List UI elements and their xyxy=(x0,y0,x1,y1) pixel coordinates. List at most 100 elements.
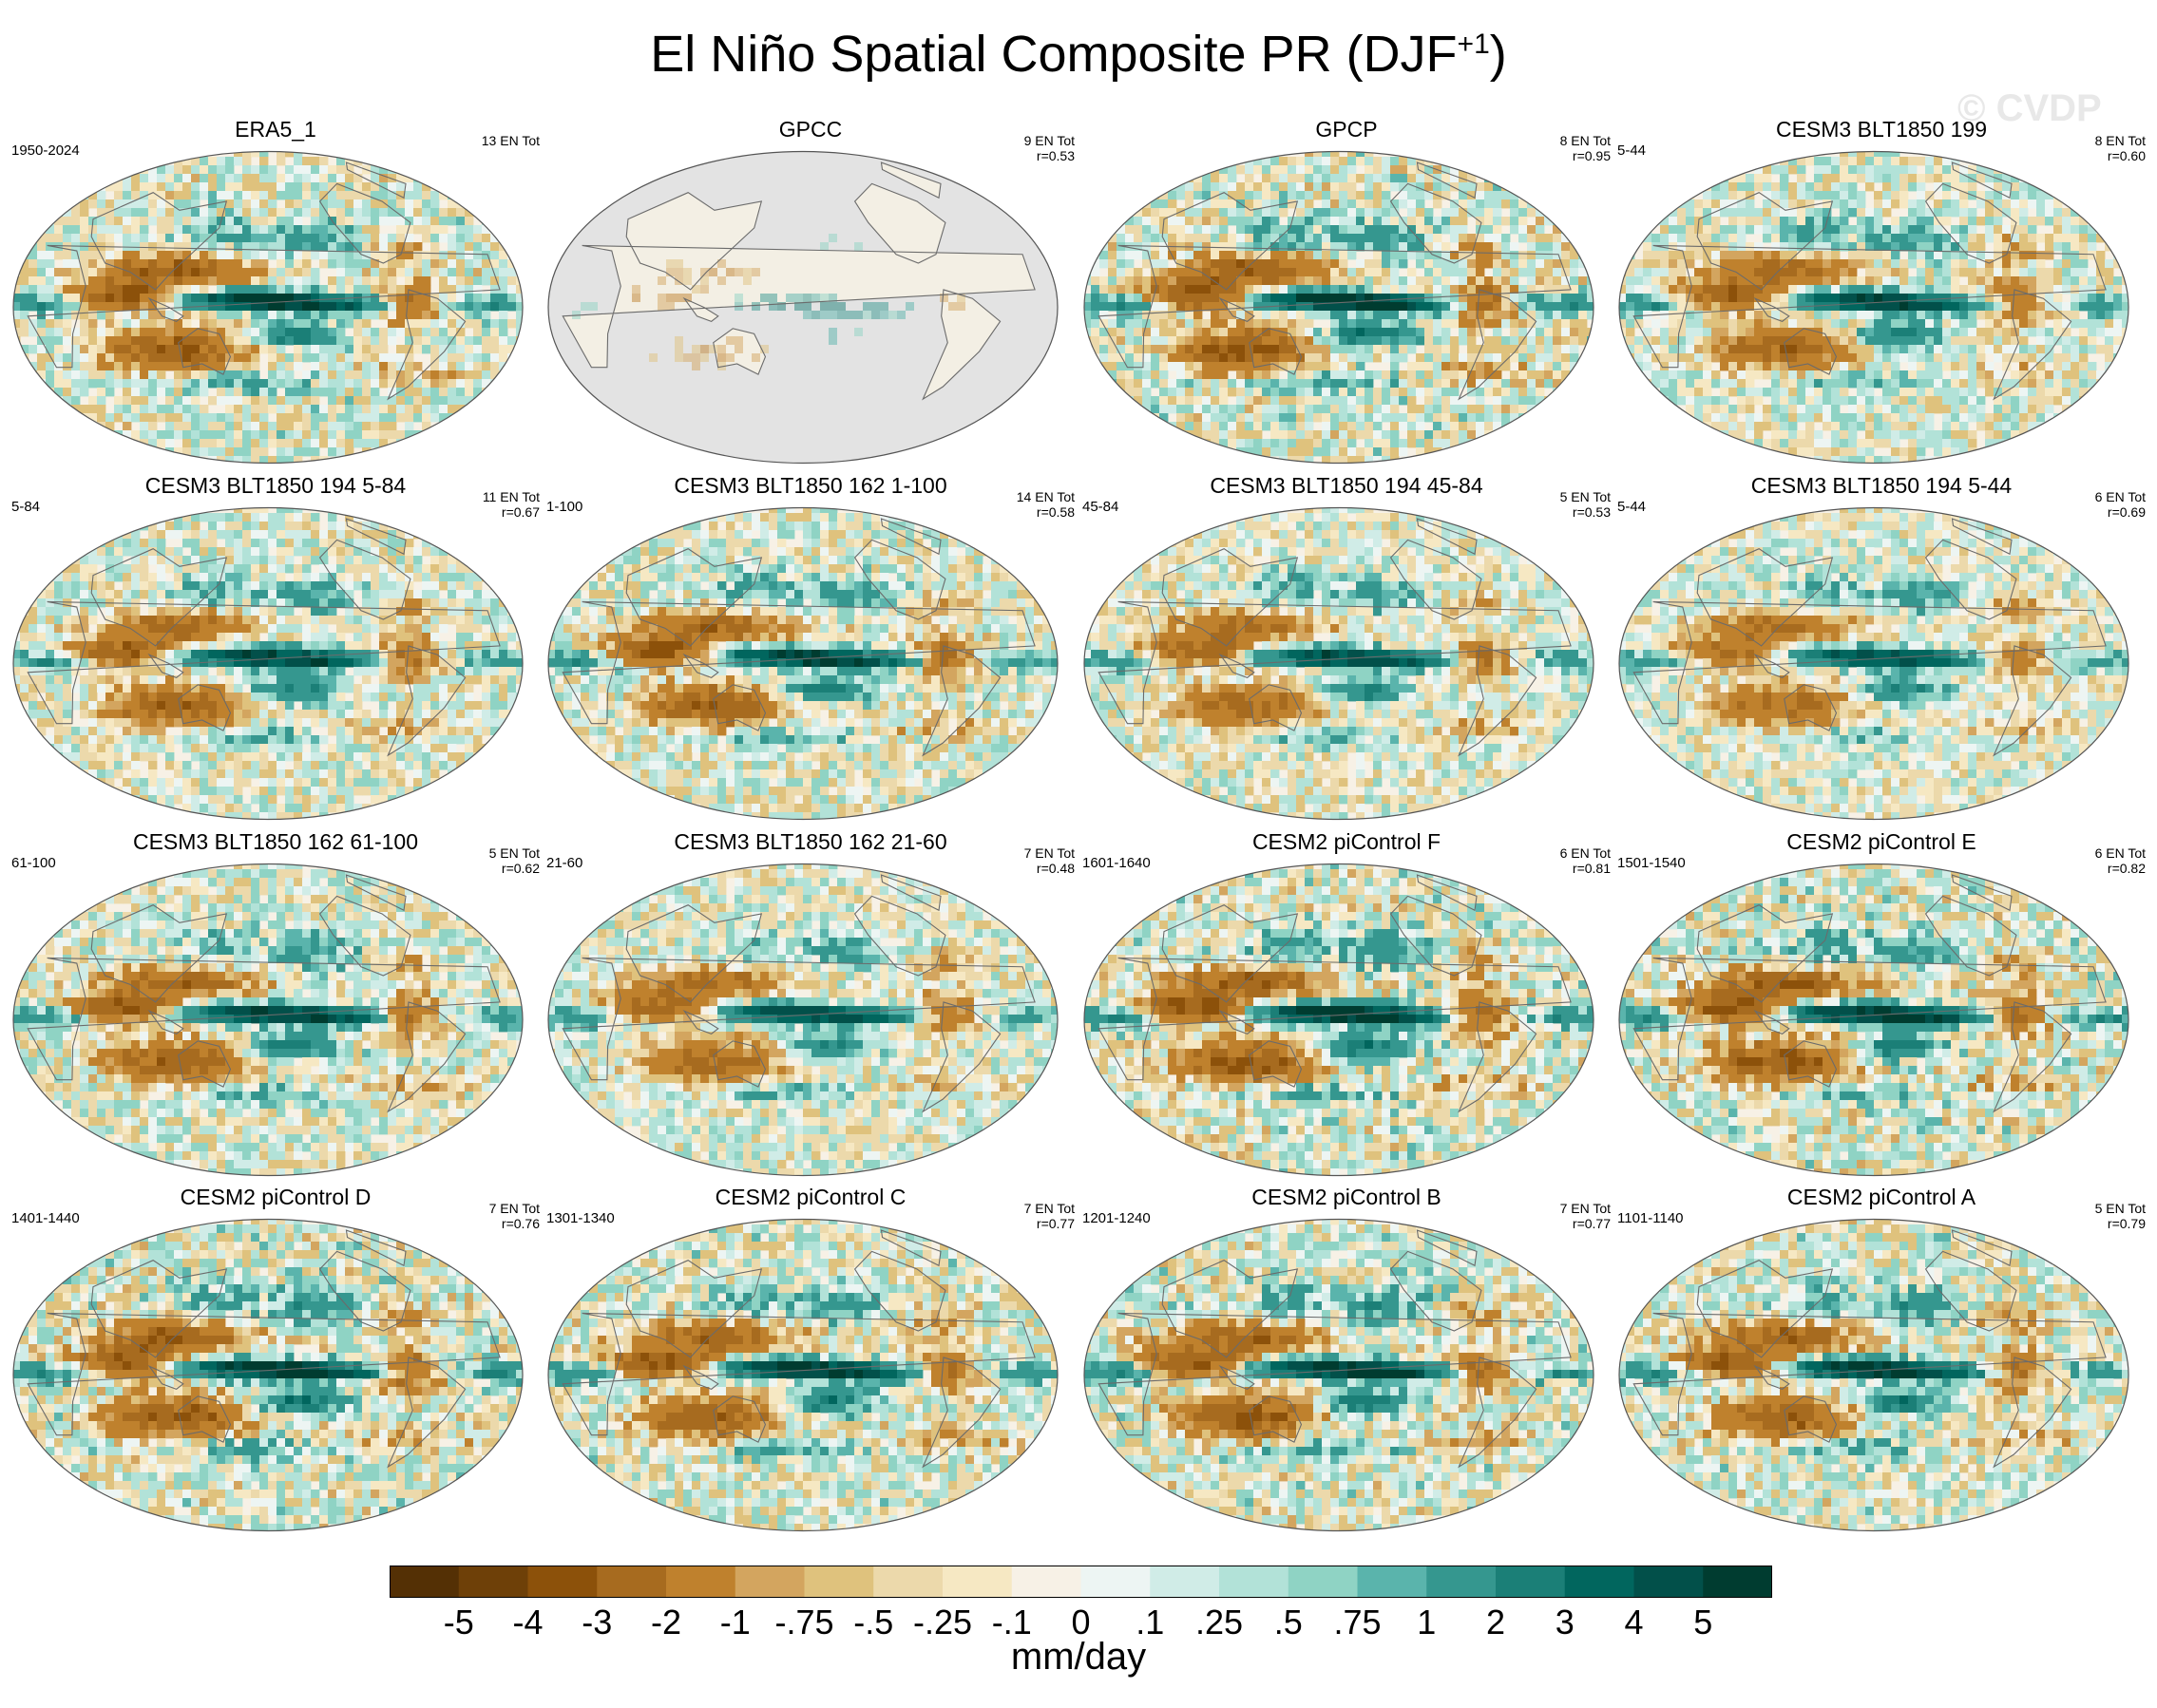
field-cell xyxy=(1942,311,1952,320)
field-cell xyxy=(2053,225,2063,235)
field-cell xyxy=(1788,251,1798,260)
field-cell xyxy=(1780,251,1789,260)
field-cell xyxy=(1134,388,1143,397)
field-cell xyxy=(294,413,303,423)
field-cell xyxy=(353,370,363,380)
field-cell xyxy=(1424,447,1434,457)
field-cell xyxy=(1848,311,1858,320)
field-cell xyxy=(1994,370,2003,380)
field-cell xyxy=(1262,242,1271,252)
field-cell xyxy=(1587,285,1594,294)
field-cell xyxy=(1720,362,1729,371)
field-cell xyxy=(1313,165,1323,175)
field-cell xyxy=(285,388,295,397)
field-cell xyxy=(1797,396,1806,406)
coastline xyxy=(27,244,501,369)
field-cell xyxy=(20,311,29,320)
field-cell xyxy=(268,430,277,440)
field-cell xyxy=(328,259,337,269)
field-cell xyxy=(1185,199,1194,209)
field-cell xyxy=(20,268,29,277)
field-cell xyxy=(473,285,483,294)
field-cell xyxy=(1703,208,1712,218)
field-cell xyxy=(191,191,200,200)
field-cell xyxy=(2019,191,2029,200)
field-cell xyxy=(328,191,337,200)
field-cell xyxy=(1976,294,1986,303)
field-cell xyxy=(490,370,500,380)
field-cell xyxy=(1823,225,1832,235)
field-cell xyxy=(379,336,389,346)
field-cell xyxy=(1570,311,1579,320)
field-cell xyxy=(285,225,295,235)
field-cell xyxy=(1305,439,1314,448)
map-panel: CESM3 BLT1850 199 5-44 8 EN Tot r=0.60 xyxy=(1615,116,2147,467)
field-cell xyxy=(1703,379,1712,389)
field-cell xyxy=(1720,251,1729,260)
field-cell xyxy=(1823,319,1832,329)
field-cell xyxy=(1994,217,2003,226)
field-cell xyxy=(2045,311,2054,320)
field-cell xyxy=(1994,242,2003,252)
field-cell xyxy=(1313,447,1323,457)
field-cell xyxy=(2053,208,2063,218)
field-cell xyxy=(2028,396,2037,406)
field-cell xyxy=(200,430,209,440)
field-cell xyxy=(294,259,303,269)
field-cell xyxy=(97,199,106,209)
field-cell xyxy=(465,217,474,226)
field-cell xyxy=(1168,379,1177,389)
field-cell xyxy=(1322,208,1331,218)
field-cell xyxy=(1390,362,1400,371)
field-cell xyxy=(1951,311,1960,320)
field-cell xyxy=(251,456,260,464)
field-cell xyxy=(1831,370,1841,380)
field-cell xyxy=(362,208,372,218)
field-cell xyxy=(1553,225,1562,235)
field-cell xyxy=(1968,225,1977,235)
field-cell xyxy=(97,405,106,414)
field-cell xyxy=(1917,388,1926,397)
field-cell xyxy=(396,199,406,209)
field-cell xyxy=(1450,319,1460,329)
field-cell xyxy=(345,251,354,260)
field-cell xyxy=(225,234,235,243)
field-cell xyxy=(1788,388,1798,397)
field-cell xyxy=(1330,396,1340,406)
field-cell xyxy=(1441,405,1451,414)
field-cell xyxy=(1763,336,1772,346)
field-cell xyxy=(277,430,286,440)
field-cell xyxy=(345,353,354,363)
field-cell xyxy=(1493,242,1502,252)
field-cell xyxy=(1330,225,1340,235)
field-cell xyxy=(1780,268,1789,277)
field-cell xyxy=(1279,182,1288,192)
field-cell xyxy=(1305,370,1314,380)
field-cell xyxy=(1536,328,1545,337)
field-cell xyxy=(88,276,98,286)
field-cell xyxy=(1253,439,1263,448)
field-cell xyxy=(1330,285,1340,294)
field-cell xyxy=(1951,234,1960,243)
field-cell xyxy=(1968,379,1977,389)
field-cell xyxy=(1176,251,1186,260)
field-cell xyxy=(1476,422,1485,431)
field-cell xyxy=(465,294,474,303)
field-cell xyxy=(242,319,252,329)
field-cell xyxy=(1728,174,1738,183)
field-cell xyxy=(1356,276,1365,286)
field-cell xyxy=(336,413,346,423)
field-cell xyxy=(2088,336,2097,346)
field-cell xyxy=(1151,199,1160,209)
field-cell xyxy=(1814,362,1823,371)
field-cell xyxy=(1934,234,1943,243)
field-cell xyxy=(1236,362,1246,371)
field-cell xyxy=(54,225,64,235)
field-cell xyxy=(105,285,115,294)
field-cell xyxy=(1407,302,1417,312)
field-cell xyxy=(439,234,449,243)
field-cell xyxy=(1882,234,1892,243)
field-cell xyxy=(1874,242,1883,252)
field-cell xyxy=(1339,430,1348,440)
field-cell xyxy=(328,328,337,337)
